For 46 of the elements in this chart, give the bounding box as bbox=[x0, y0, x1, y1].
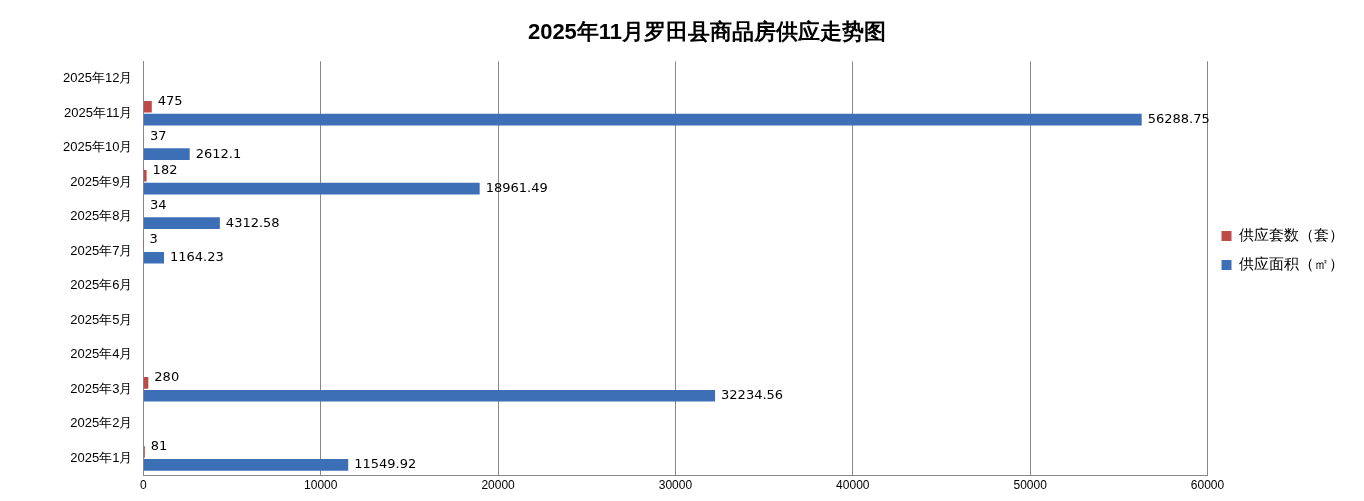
data-label: 56288.75 bbox=[1147, 111, 1210, 127]
chart-title: 2025年11月罗田县商品房供应走势图 bbox=[527, 19, 887, 45]
y-tick-label: 2025年9月 bbox=[70, 173, 133, 189]
data-label: 81 bbox=[150, 438, 168, 454]
bar bbox=[143, 169, 147, 182]
data-label: 11549.92 bbox=[354, 456, 417, 472]
data-label: 4312.58 bbox=[225, 214, 280, 230]
y-tick-label: 2025年10月 bbox=[62, 139, 133, 155]
x-tick-label: 40000 bbox=[836, 478, 870, 493]
data-label: 182 bbox=[152, 162, 178, 178]
y-tick-label: 2025年3月 bbox=[70, 380, 133, 396]
data-label: 32234.56 bbox=[721, 387, 784, 403]
y-tick-label: 2025年5月 bbox=[70, 311, 133, 327]
x-tick-label: 60000 bbox=[1190, 478, 1225, 493]
y-tick-label: 2025年6月 bbox=[70, 277, 133, 293]
x-tick-label: 50000 bbox=[1013, 478, 1048, 493]
y-tick-label: 2025年7月 bbox=[70, 242, 133, 258]
y-tick-label: 2025年12月 bbox=[62, 70, 133, 86]
data-label: 34 bbox=[149, 196, 167, 212]
data-label: 18961.49 bbox=[485, 180, 548, 196]
data-label: 1164.23 bbox=[170, 249, 224, 265]
y-tick-label: 2025年4月 bbox=[70, 346, 133, 362]
bar bbox=[143, 182, 480, 195]
legend-label: 供应套数（套） bbox=[1239, 226, 1344, 244]
bar bbox=[143, 389, 716, 402]
y-tick-label: 2025年2月 bbox=[70, 415, 133, 431]
data-label: 2612.1 bbox=[195, 145, 242, 161]
bar bbox=[143, 100, 152, 113]
x-tick-label: 0 bbox=[140, 478, 148, 493]
bar bbox=[143, 217, 220, 230]
bar bbox=[143, 148, 190, 160]
data-label: 3 bbox=[149, 231, 158, 247]
legend-label: 供应面积（㎡） bbox=[1239, 255, 1344, 273]
x-tick-label: 30000 bbox=[658, 478, 693, 493]
bar bbox=[143, 377, 149, 389]
data-label: 280 bbox=[154, 369, 180, 385]
data-label: 37 bbox=[150, 127, 167, 143]
y-tick-label: 2025年1月 bbox=[70, 449, 133, 465]
x-tick-label: 10000 bbox=[304, 478, 338, 493]
y-tick-label: 2025年11月 bbox=[63, 104, 133, 120]
bar bbox=[143, 458, 349, 471]
bar bbox=[143, 113, 1142, 126]
data-label: 475 bbox=[157, 93, 183, 109]
bar bbox=[143, 251, 165, 264]
y-tick-label: 2025年8月 bbox=[70, 208, 133, 224]
x-tick-label: 20000 bbox=[481, 478, 516, 493]
